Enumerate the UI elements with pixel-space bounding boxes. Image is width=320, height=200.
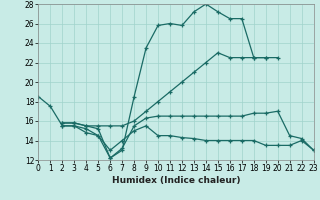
X-axis label: Humidex (Indice chaleur): Humidex (Indice chaleur) — [112, 176, 240, 185]
